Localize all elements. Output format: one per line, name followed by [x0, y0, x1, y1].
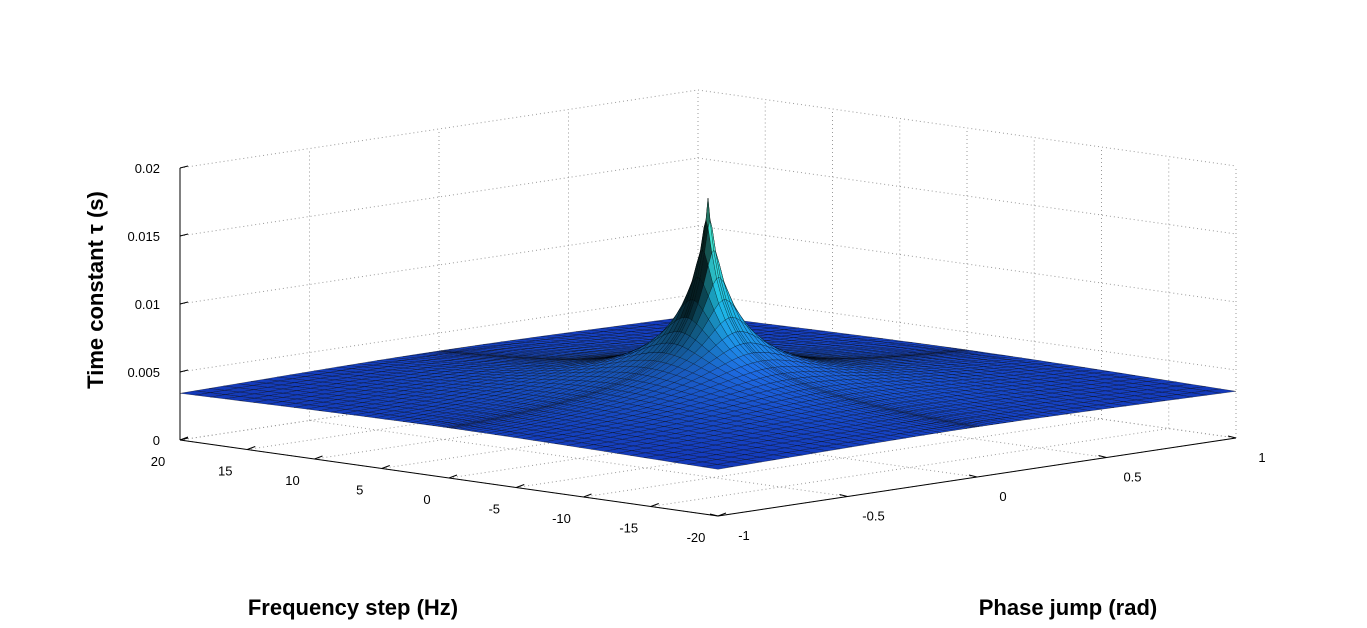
grid-line [697, 157, 1237, 235]
z-tick-label: 0.01 [135, 297, 160, 312]
grid-line [438, 400, 978, 478]
y-tick-mark [583, 493, 592, 498]
x-tick-mark [839, 494, 848, 497]
y-axis-label: Frequency step (Hz) [248, 595, 458, 620]
y-tick-mark [516, 484, 525, 488]
y-tick-mark [650, 503, 659, 507]
x-tick-label: 1 [1258, 450, 1265, 465]
grid-line [179, 293, 699, 373]
x-tick-label: 0 [999, 489, 1006, 504]
y-tick-label: 15 [218, 464, 232, 479]
grid-line [179, 157, 699, 237]
grid-line [697, 225, 1237, 303]
surface [179, 198, 1237, 470]
grid-line [568, 381, 1107, 458]
surface-patch [702, 464, 733, 470]
x-tick-mark [968, 474, 978, 478]
y-tick-mark [314, 455, 323, 460]
y-tick-label: 5 [356, 483, 363, 498]
x-tick-mark [1227, 435, 1237, 439]
z-axis-label: Time constant τ (s) [83, 191, 108, 389]
z-tick-mark [179, 233, 189, 237]
grid-line [583, 418, 1102, 498]
y-tick-mark [448, 474, 458, 479]
y-tick-label: 20 [151, 454, 165, 469]
z-tick-mark [179, 301, 189, 305]
z-tick-mark [179, 369, 189, 373]
y-tick-mark [717, 512, 727, 517]
y-tick-label: -15 [619, 521, 638, 536]
x-tick-label: 0.5 [1123, 470, 1141, 485]
grid-line [179, 89, 699, 169]
y-tick-label: 0 [423, 492, 430, 507]
x-tick-label: -1 [738, 528, 750, 543]
y-tick-mark [381, 465, 390, 469]
grid-line [697, 89, 1237, 167]
x-tick-label: -0.5 [862, 509, 884, 524]
y-tick-mark [247, 446, 256, 450]
y-tick-label: -5 [488, 502, 500, 517]
grid-line [697, 361, 1237, 439]
z-tick-mark [179, 165, 189, 169]
z-tick-label: 0.015 [127, 229, 160, 244]
grid-line [309, 420, 848, 497]
x-tick-mark [1098, 455, 1107, 458]
x-tick-mark [709, 513, 719, 517]
y-tick-label: 10 [285, 473, 299, 488]
grid-line [179, 225, 699, 305]
axes [179, 165, 1237, 517]
y-tick-label: -10 [552, 511, 571, 526]
y-tick-mark [179, 436, 189, 441]
y-tick-label: -20 [687, 530, 706, 545]
z-tick-label: 0 [153, 433, 160, 448]
x-axis-label: Phase jump (rad) [979, 595, 1157, 620]
grid-line [697, 293, 1237, 371]
z-tick-label: 0.005 [127, 365, 160, 380]
grid-line [650, 428, 1169, 507]
z-tick-label: 0.02 [135, 161, 160, 176]
